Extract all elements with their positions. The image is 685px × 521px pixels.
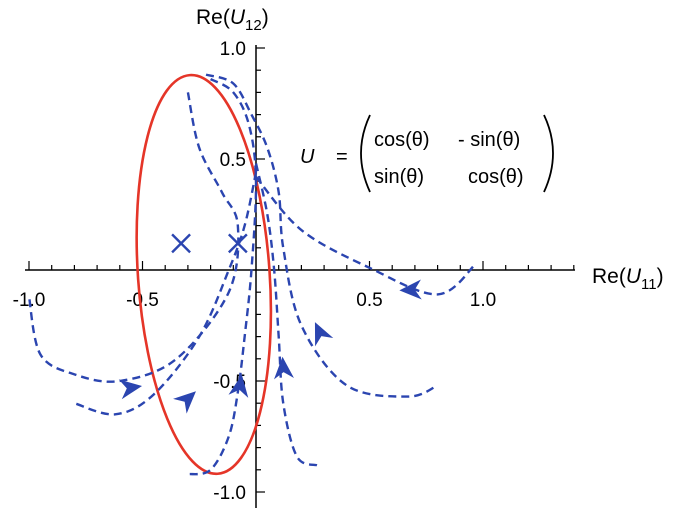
matrix-r1c2: - sin(θ) xyxy=(458,129,520,151)
y-tick-label: -1.0 xyxy=(213,483,246,504)
trajectory-arrow-4 xyxy=(228,374,249,398)
y-axis-label-suffix: ) xyxy=(262,6,269,29)
fixed-point-markers xyxy=(171,233,248,254)
matrix-right-paren xyxy=(543,114,554,193)
trajectory-arrow-6 xyxy=(118,379,143,400)
matrix-lhs: U xyxy=(300,146,315,168)
x-axis-label-var: U xyxy=(626,265,642,288)
x-tick-label: -0.5 xyxy=(126,290,159,311)
matrix-r2c2: cos(θ) xyxy=(468,166,524,188)
trajectory-arrow-5 xyxy=(173,391,196,414)
ellipse-series xyxy=(135,73,273,476)
trajectory-line-4 xyxy=(187,78,258,476)
x-tick-label: 0.5 xyxy=(356,290,382,311)
y-axis-label-prefix: Re( xyxy=(196,6,230,29)
x-tick-label: 1.0 xyxy=(470,290,496,311)
x-axis-label: Re(U11) xyxy=(592,265,664,293)
trajectory-line-2 xyxy=(205,73,439,398)
trajectory-series xyxy=(27,73,478,476)
y-tick-label: 0.5 xyxy=(220,150,246,171)
trajectory-arrow-3 xyxy=(274,356,294,380)
matrix-annotation: U = cos(θ) - sin(θ) sin(θ) cos(θ) xyxy=(300,114,554,193)
x-axis-label-sub: 11 xyxy=(641,276,657,293)
y-axis-label-var: U xyxy=(230,6,246,29)
trajectory-line-1 xyxy=(255,175,478,296)
trajectory-arrow-2 xyxy=(314,322,334,347)
matrix-equals: = xyxy=(336,146,348,168)
axes: -1.0 -0.5 0.5 1.0 1.00.5-0.5-1.0 xyxy=(13,39,575,508)
y-ticks: 1.00.5-0.5-1.0 xyxy=(213,39,265,504)
y-axis-label-sub: 12 xyxy=(245,17,262,34)
matrix-r2c1: sin(θ) xyxy=(374,166,424,188)
x-axis-label-prefix: Re( xyxy=(592,265,626,288)
trajectory-line-3 xyxy=(254,163,318,467)
x-axis-label-suffix: ) xyxy=(657,265,664,288)
ellipse-curve xyxy=(135,73,273,476)
matrix-r1c1: cos(θ) xyxy=(374,129,430,151)
fixed-point-marker-1 xyxy=(171,233,191,254)
y-axis-label: Re(U12) xyxy=(196,6,269,34)
trajectory-arrows xyxy=(118,279,422,414)
trajectory-arrow-1 xyxy=(399,279,422,300)
fixed-point-marker-2 xyxy=(227,233,248,254)
matrix-left-paren xyxy=(360,114,371,193)
trajectory-line-6 xyxy=(27,92,240,383)
y-tick-label: 1.0 xyxy=(220,39,246,60)
